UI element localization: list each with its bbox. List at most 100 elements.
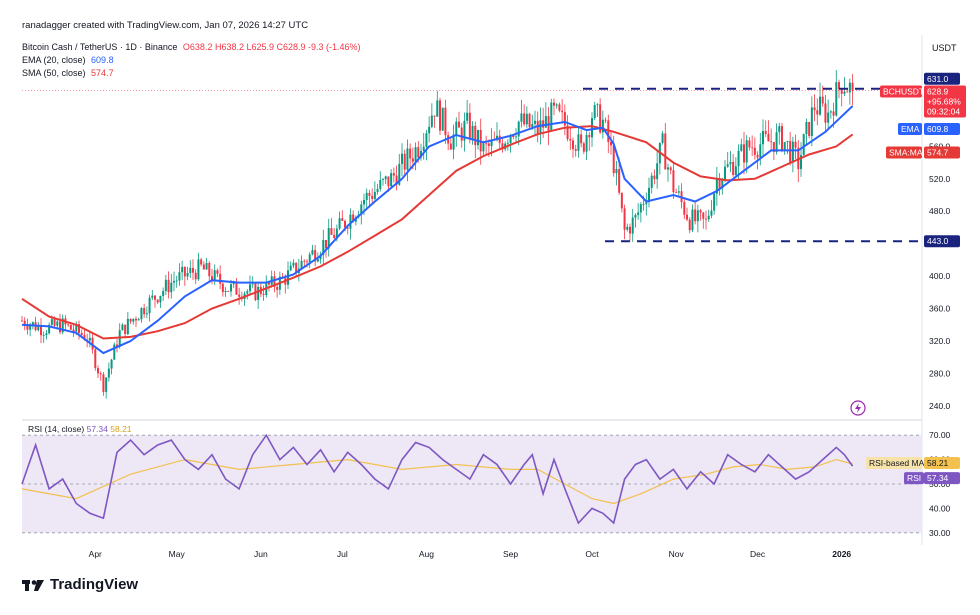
candle-down [444,107,447,136]
candle-down [572,140,574,150]
candle-up [827,112,830,123]
candle-up [677,191,680,193]
price-tick-label: 560.0 [929,141,951,151]
candle-up [428,126,431,134]
candle-up [379,179,382,190]
sma-legend[interactable]: SMA (50, close) 574.7 [22,68,114,78]
rsi-tick-label: 40.00 [929,503,951,513]
candle-up [691,209,694,231]
date-tick-label: Oct [585,549,599,559]
candle-up [591,118,593,138]
candle-down [512,135,515,137]
candle-up [667,167,669,170]
candle-up [132,318,135,322]
candle-up [31,322,34,326]
candle-up [515,136,517,138]
candle-up [246,291,249,294]
candle-down [705,218,707,220]
sma-legend-value: 574.7 [91,68,114,78]
candle-up [257,286,260,300]
candle-down [468,112,471,140]
candle-down [702,212,705,219]
rsi-legend-value: 57.34 [86,424,108,434]
symbol-legend[interactable]: Bitcoin Cash / TetherUS · 1D · Binance O… [22,42,361,52]
last-price-tag [924,85,966,118]
candle-up [292,262,295,266]
candle-up [322,240,325,255]
price-tick-label: 280.0 [929,368,951,378]
candle-up [159,295,162,303]
candle-up [251,283,254,285]
candle-up [544,116,547,128]
candle-up [118,330,121,348]
candle-down [352,214,355,222]
date-tick-label: Apr [89,549,102,559]
candle-down [194,272,197,280]
candle-down [439,100,441,131]
candle-up [482,143,485,152]
lightning-icon[interactable] [850,400,866,416]
ema-name-tag [898,122,922,135]
candle-down [124,324,127,335]
tradingview-logo[interactable]: TradingView [22,576,138,593]
candle-up [88,337,91,341]
candle-down [67,324,70,326]
candle-down [816,110,819,115]
candle-down [417,147,420,158]
candle-down [59,321,61,333]
candle-down [306,261,308,263]
candle-up [178,272,181,281]
candle-down [688,219,691,231]
candle-down [80,332,83,335]
candle-up [384,176,387,180]
candle-down [618,168,621,193]
candle-down [219,273,222,284]
candle-up [577,134,580,151]
candle-up [29,325,32,330]
candle-up [471,125,474,140]
candle-up [181,266,184,273]
symbol-tag [880,85,922,98]
candle-up [517,121,520,137]
candle-up [729,161,732,165]
candle-down [675,192,678,193]
candle-up [531,123,534,128]
candle-down [460,127,463,141]
candle-down [498,135,501,144]
ema-legend[interactable]: EMA (20, close) 609.8 [22,55,114,65]
candle-up [805,121,808,135]
candle-down [699,210,702,213]
candle-up [762,131,764,145]
candle-down [536,120,539,135]
rsi-legend[interactable]: RSI (14, close) 57.34 58.21 [28,424,132,434]
rsi-ma-line [21,458,853,505]
candle-down [623,208,626,230]
candle-up [626,226,629,230]
candle-up [759,144,762,158]
currency-label[interactable]: USDT [932,43,957,53]
candle-down [772,142,775,153]
candle-down [683,202,686,215]
candle-up [436,100,439,117]
ema-legend-value: 609.8 [91,55,114,65]
candle-down [672,170,675,193]
ema-name-tag-text: EMA [901,124,920,134]
candle-up [645,202,648,205]
candle-down [156,299,159,303]
sma-50-line [21,125,854,340]
candle-up [737,150,740,167]
candle-up [422,146,425,151]
sma-name-tag-text: SMA:MA [889,147,923,157]
candle-up [205,262,208,270]
candle-up [121,324,124,331]
candle-up [420,150,422,158]
tradingview-brand: TradingView [50,576,139,593]
candle-down [669,167,672,171]
candle-down [781,126,783,151]
candle-up [848,82,851,93]
candle-down [770,141,773,143]
candle-up [829,111,832,113]
candle-up [593,105,596,119]
candle-up [740,144,743,151]
